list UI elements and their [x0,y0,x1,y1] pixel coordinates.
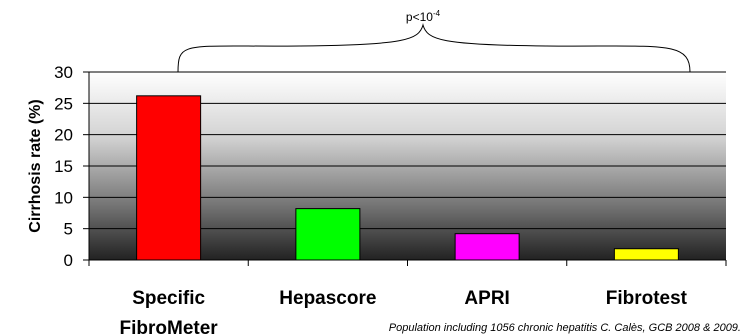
bar [295,208,361,261]
y-tick-label: 5 [64,220,73,239]
category-label: Specific [132,288,205,309]
y-tick-label: 0 [64,251,73,270]
bar [613,248,679,261]
bar [454,233,520,261]
y-tick-label: 30 [54,63,73,82]
bars [136,95,679,261]
category-label: FibroMeter [120,318,219,336]
y-tick-label: 10 [54,188,73,207]
p-value-annotation: p<10-4 [406,9,441,24]
y-tick-label: 15 [54,157,73,176]
category-label: APRI [464,288,509,309]
axes [83,71,727,266]
footnote: Population including 1056 chronic hepati… [389,322,741,334]
category-labels: Specific FibroMeter Hepascore APRI Fibrotest [120,288,688,336]
category-label: Fibrotest [606,288,688,309]
y-tick-labels: 0 5 10 15 20 25 30 [54,63,73,270]
y-tick-label: 25 [54,94,73,113]
significance-brace [177,23,691,73]
y-tick-label: 20 [54,126,73,145]
bar [136,95,202,261]
y-axis-title: Cirrhosis rate (%) [27,99,44,232]
category-label: Hepascore [279,288,376,309]
